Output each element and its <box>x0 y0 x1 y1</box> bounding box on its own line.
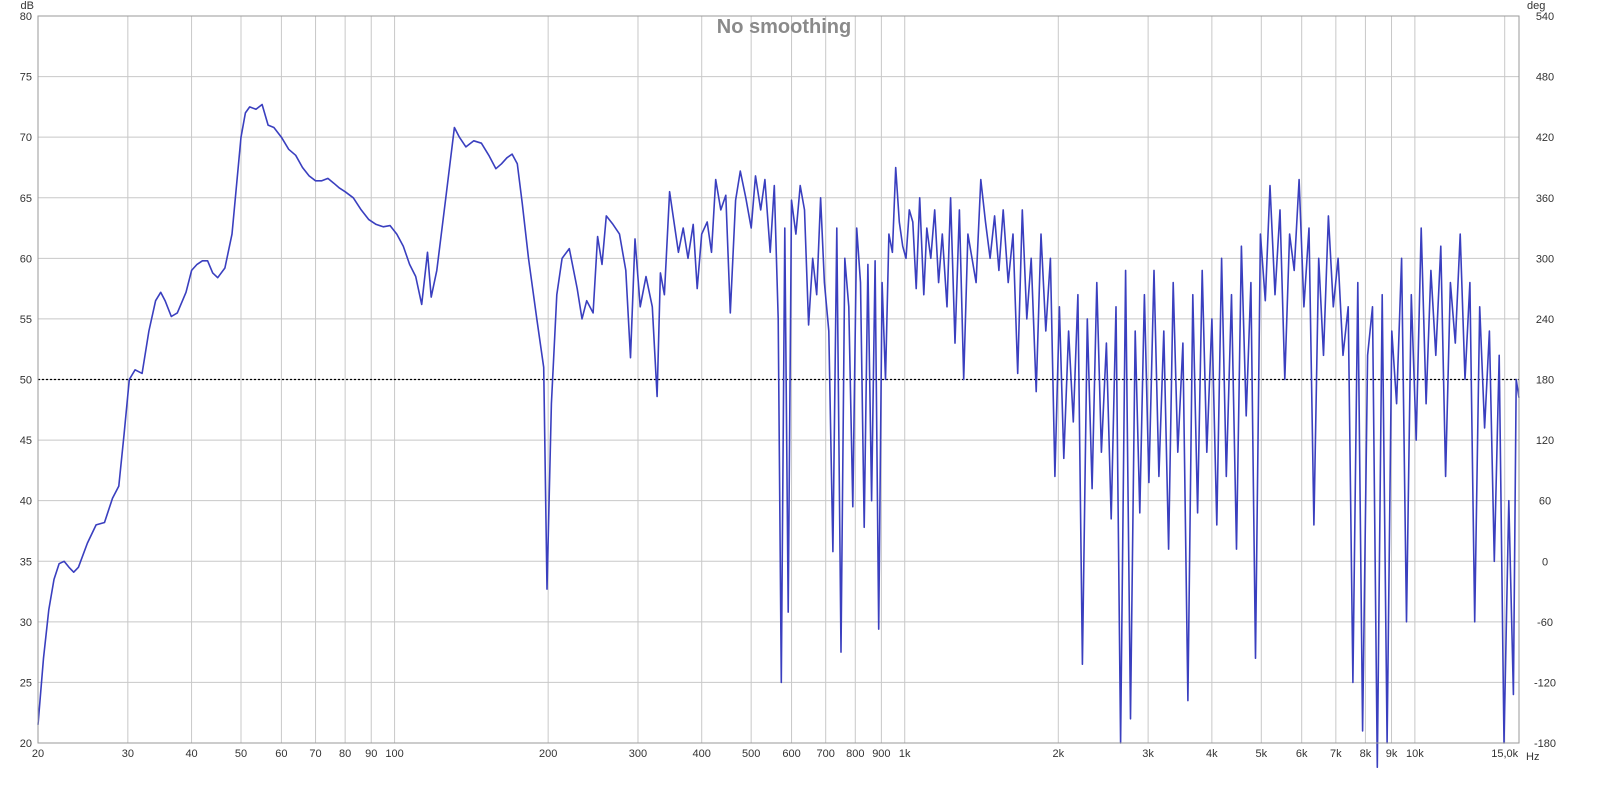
y-left-tick-labels: 80 75 70 65 60 55 50 45 40 35 30 25 20 <box>20 11 32 750</box>
y-right-tick-label-540: 540 <box>1536 11 1554 23</box>
y-left-tick-label-80: 80 <box>20 11 32 23</box>
y-left-unit: dB <box>21 0 34 12</box>
x-tick-label-50: 50 <box>235 748 247 760</box>
x-tick-label-6k: 6k <box>1296 748 1308 760</box>
x-tick-label-800: 800 <box>846 748 864 760</box>
y-right-tick-label-60: 60 <box>1539 496 1551 508</box>
y-left-tick-label-45: 45 <box>20 435 32 447</box>
x-tick-label-400: 400 <box>693 748 711 760</box>
x-tick-label-30: 30 <box>122 748 134 760</box>
plot-frame <box>37 15 1520 744</box>
y-right-tick-label-180: 180 <box>1536 375 1554 387</box>
x-tick-label-2k: 2k <box>1052 748 1064 760</box>
y-right-tick-label-480: 480 <box>1536 72 1554 84</box>
x-tick-label-80: 80 <box>339 748 351 760</box>
y-right-tick-label--120: -120 <box>1534 677 1556 689</box>
x-tick-label-5k: 5k <box>1255 748 1267 760</box>
x-tick-label-70: 70 <box>309 748 321 760</box>
y-right-tick-label-240: 240 <box>1536 314 1554 326</box>
x-tick-label-900: 900 <box>872 748 890 760</box>
x-tick-label-3k: 3k <box>1142 748 1154 760</box>
y-left-tick-label-30: 30 <box>20 617 32 629</box>
y-left-tick-label-60: 60 <box>20 253 32 265</box>
x-tick-label-20: 20 <box>32 748 44 760</box>
x-unit: Hz <box>1526 751 1539 763</box>
y-right-unit: deg <box>1527 0 1545 12</box>
x-tick-label-4k: 4k <box>1206 748 1218 760</box>
x-tick-label-300: 300 <box>629 748 647 760</box>
x-tick-label-700: 700 <box>817 748 835 760</box>
y-right-tick-label-360: 360 <box>1536 193 1554 205</box>
x-tick-label-8k: 8k <box>1360 748 1372 760</box>
y-right-tick-label-300: 300 <box>1536 253 1554 265</box>
plot-border <box>37 15 1520 744</box>
x-tick-label-1k: 1k <box>899 748 911 760</box>
y-right-tick-label--60: -60 <box>1537 617 1553 629</box>
x-tick-labels: 20 30 40 50 60 70 80 90 100 200 300 400 500 600 700 800… <box>32 748 1519 760</box>
y-right-tick-label--180: -180 <box>1534 738 1556 750</box>
y-left-tick-label-35: 35 <box>20 556 32 568</box>
x-tick-label-40: 40 <box>185 748 197 760</box>
x-tick-label-100: 100 <box>385 748 403 760</box>
y-left-tick-label-75: 75 <box>20 72 32 84</box>
y-right-tick-label-120: 120 <box>1536 435 1554 447</box>
chart-title: No smoothing <box>717 16 851 38</box>
x-tick-label-7k: 7k <box>1330 748 1342 760</box>
y-right-tick-label-420: 420 <box>1536 132 1554 144</box>
y-left-tick-label-25: 25 <box>20 677 32 689</box>
series-line-0 <box>37 103 1520 768</box>
y-left-tick-label-70: 70 <box>20 132 32 144</box>
x-tick-label-600: 600 <box>782 748 800 760</box>
series-group <box>37 103 1520 768</box>
x-tick-label-10k: 10k <box>1406 748 1424 760</box>
y-right-tick-labels: 540 480 420 360 300 240 180 120 60 0 -60 -120 -180 <box>1534 11 1556 750</box>
y-left-tick-label-40: 40 <box>20 496 32 508</box>
grid <box>37 15 1519 744</box>
y-right-tick-label-0: 0 <box>1542 556 1548 568</box>
y-left-tick-label-50: 50 <box>20 375 32 387</box>
x-tick-label-15,0k: 15,0k <box>1491 748 1518 760</box>
y-left-tick-label-20: 20 <box>20 738 32 750</box>
y-left-tick-label-65: 65 <box>20 193 32 205</box>
y-left-tick-label-55: 55 <box>20 314 32 326</box>
x-tick-label-90: 90 <box>365 748 377 760</box>
x-tick-label-60: 60 <box>275 748 287 760</box>
x-tick-label-200: 200 <box>539 748 557 760</box>
x-tick-label-9k: 9k <box>1386 748 1398 760</box>
x-tick-label-500: 500 <box>742 748 760 760</box>
